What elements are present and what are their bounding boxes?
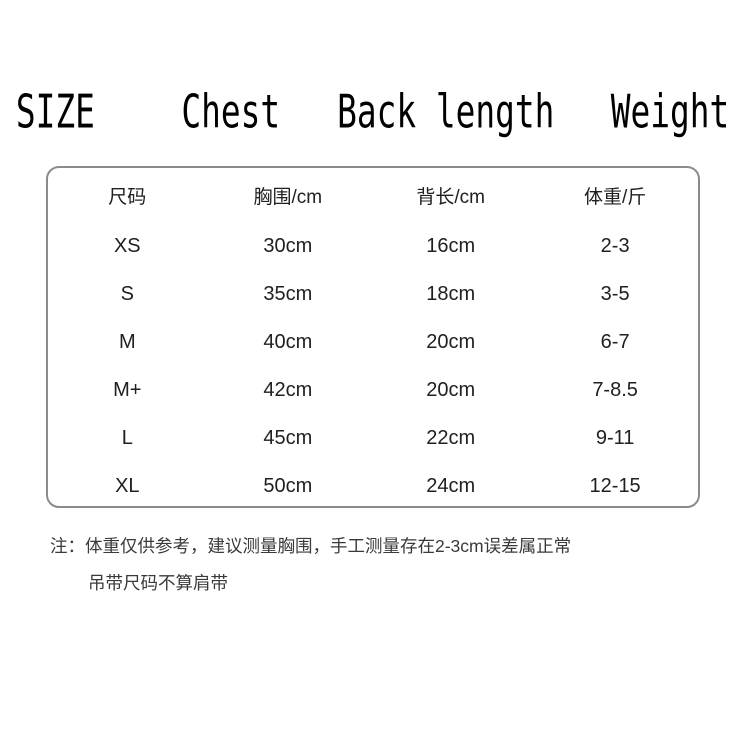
cell-back-length: 20cm bbox=[426, 330, 476, 353]
cell-size: S bbox=[120, 282, 134, 305]
column-header-size: 尺码 bbox=[108, 186, 147, 208]
cell-chest: 50cm bbox=[263, 474, 313, 497]
cell-chest: 35cm bbox=[263, 282, 313, 305]
size-chart-table: 尺码 胸围/cm 背长/cm 体重/斤 XS 30cm 16cm 2-3 S 3… bbox=[48, 168, 698, 510]
table-row: XL 50cm 24cm 12-15 bbox=[48, 462, 698, 510]
cell-back-length: 18cm bbox=[426, 282, 476, 305]
cell-back-length: 24cm bbox=[426, 474, 476, 497]
table-row: M+ 42cm 20cm 7-8.5 bbox=[48, 366, 698, 414]
title-word-size: SIZE bbox=[15, 84, 95, 139]
cell-chest: 45cm bbox=[263, 426, 313, 449]
cell-weight: 3-5 bbox=[600, 282, 630, 305]
cell-weight: 6-7 bbox=[600, 330, 630, 353]
cell-size: M bbox=[118, 330, 136, 353]
footnote-line-1: 注：体重仅供参考，建议测量胸围，手工测量存在2-3cm误差属正常 bbox=[50, 536, 572, 556]
cell-weight: 7-8.5 bbox=[592, 378, 638, 401]
cell-size: XL bbox=[115, 474, 140, 497]
cell-size: M+ bbox=[113, 378, 142, 401]
footnote-block: 注：体重仅供参考，建议测量胸围，手工测量存在2-3cm误差属正常 吊带尺码不算肩… bbox=[50, 528, 710, 602]
size-chart-card: 尺码 胸围/cm 背长/cm 体重/斤 XS 30cm 16cm 2-3 S 3… bbox=[46, 166, 700, 508]
cell-size: L bbox=[121, 426, 133, 449]
table-row: XS 30cm 16cm 2-3 bbox=[48, 222, 698, 270]
cell-chest: 42cm bbox=[263, 378, 313, 401]
chart-title-banner: SIZE Chest Back length Weight bbox=[0, 82, 750, 142]
column-header-back-length: 背长/cm bbox=[416, 186, 485, 208]
cell-weight: 12-15 bbox=[589, 474, 641, 497]
cell-back-length: 22cm bbox=[426, 426, 476, 449]
column-header-chest: 胸围/cm bbox=[253, 186, 323, 208]
cell-chest: 40cm bbox=[263, 330, 313, 353]
cell-back-length: 16cm bbox=[426, 234, 476, 257]
title-word-weight: Weight bbox=[610, 84, 730, 139]
cell-weight: 2-3 bbox=[600, 234, 630, 257]
table-header-row: 尺码 胸围/cm 背长/cm 体重/斤 bbox=[48, 168, 698, 222]
title-word-back-length: Back length bbox=[337, 84, 555, 139]
footnote-line-2: 吊带尺码不算肩带 bbox=[88, 573, 228, 593]
cell-back-length: 20cm bbox=[426, 378, 476, 401]
title-word-chest: Chest bbox=[181, 84, 280, 139]
table-row: M 40cm 20cm 6-7 bbox=[48, 318, 698, 366]
table-row: L 45cm 22cm 9-11 bbox=[48, 414, 698, 462]
cell-chest: 30cm bbox=[263, 234, 313, 257]
table-row: S 35cm 18cm 3-5 bbox=[48, 270, 698, 318]
cell-size: XS bbox=[113, 234, 141, 257]
cell-weight: 9-11 bbox=[595, 426, 635, 449]
column-header-weight: 体重/斤 bbox=[583, 186, 647, 208]
